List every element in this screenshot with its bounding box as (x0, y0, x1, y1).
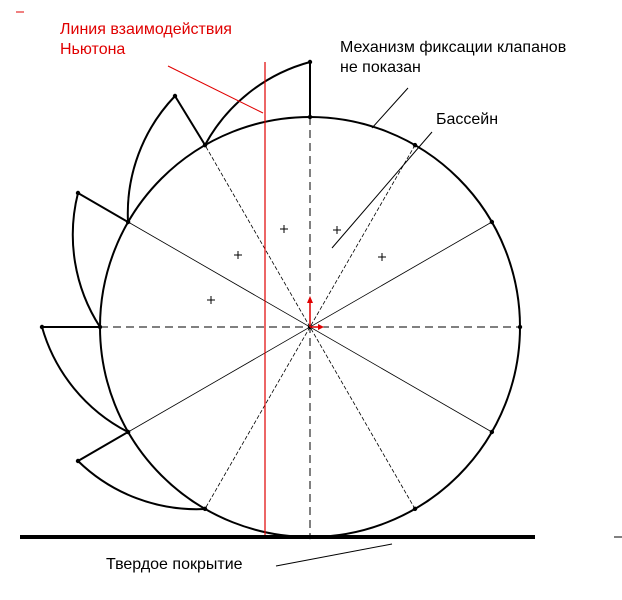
ground-label: Твердое покрытие (106, 556, 243, 573)
flap-tip-dot (39, 324, 45, 330)
pool-leader (331, 131, 433, 249)
flaps (40, 60, 311, 511)
flap (76, 431, 206, 511)
ground-leader (275, 543, 393, 567)
flap (71, 191, 129, 328)
flap-tip-dot (75, 458, 81, 464)
hinge-dot (307, 114, 313, 120)
plus-marker (280, 225, 288, 233)
pool-markers (207, 225, 386, 304)
mechanism-label-1: Механизм фиксации клапанов (340, 39, 567, 56)
plus-marker (234, 251, 242, 259)
flap (204, 60, 311, 146)
hinge-dot (517, 324, 523, 330)
newton-line-label: Линия взаимодействия Ньютона (60, 20, 232, 60)
plus-marker (378, 253, 386, 261)
mechanism-label-2: не показан (340, 59, 421, 76)
flap-tip-dot (172, 93, 178, 99)
hinge-dot (489, 219, 495, 225)
flap (126, 94, 206, 223)
right-arrow-head (318, 324, 324, 330)
newton-line-label-2: Ньютона (60, 41, 126, 58)
newton-line-label-1: Линия взаимодействия (60, 21, 232, 38)
hinge-dot (412, 142, 418, 148)
hinge-dot (489, 429, 495, 435)
flap (40, 326, 129, 433)
plus-marker (207, 296, 215, 304)
flap-tip-dot (307, 59, 313, 65)
plus-marker (333, 226, 341, 234)
newton-leader (167, 65, 264, 114)
hinge-dot (202, 506, 208, 512)
hinge-dot (412, 506, 418, 512)
pool-label: Бассейн (436, 111, 499, 128)
hinge-dot (97, 324, 103, 330)
flap-tip-dot (75, 190, 81, 196)
hinge-points (39, 59, 523, 540)
up-arrow-head (307, 296, 313, 303)
mechanism-label: Механизм фиксации клапанов не показан (340, 38, 566, 78)
hinge-dot (202, 142, 208, 148)
mechanism-leader (371, 87, 409, 129)
hinge-dot (125, 429, 131, 435)
hinge-dot (125, 219, 131, 225)
